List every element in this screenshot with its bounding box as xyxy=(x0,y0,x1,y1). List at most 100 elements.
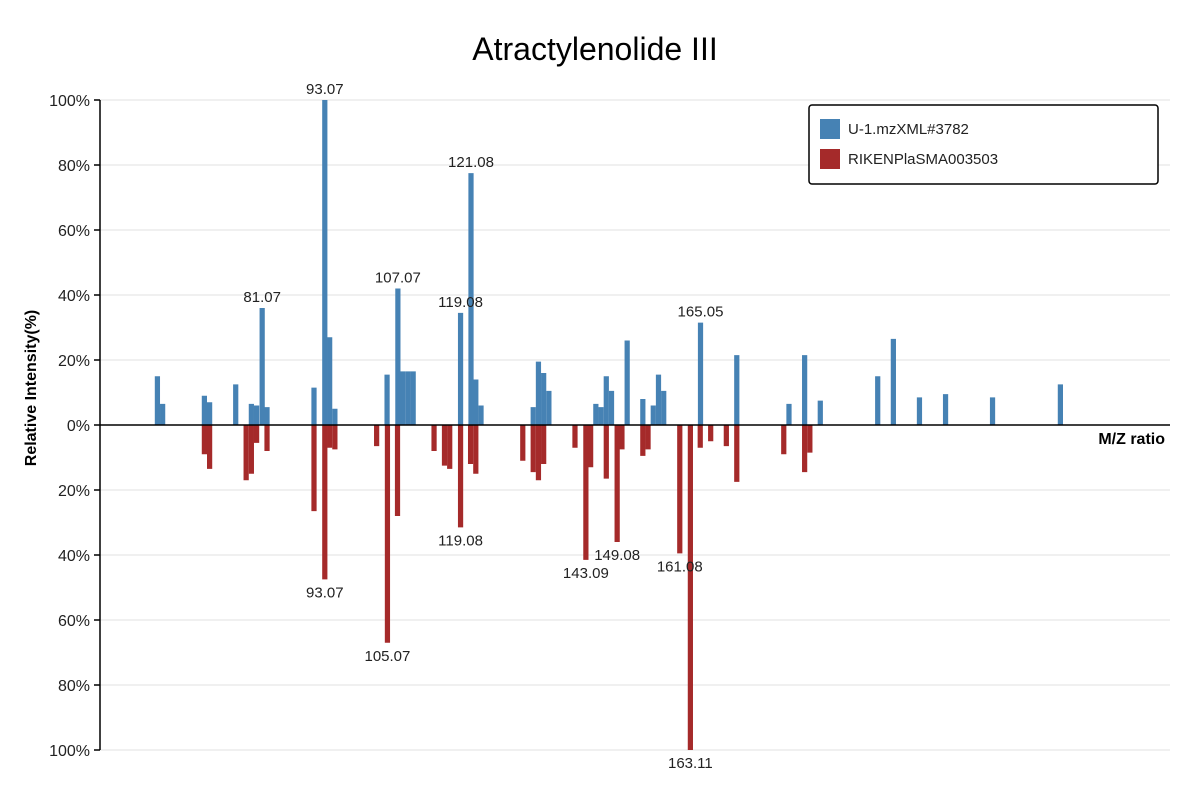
axes xyxy=(99,100,1170,750)
legend: U-1.mzXML#3782 RIKENPlaSMA003503 xyxy=(808,104,1159,185)
query-peak-label: 121.08 xyxy=(448,154,494,171)
reference-peak-bar xyxy=(708,425,714,442)
query-peak-bar xyxy=(332,408,338,425)
query-peak-bar xyxy=(655,374,662,426)
reference-peak-bar xyxy=(640,425,646,456)
reference-peak-bar xyxy=(384,425,391,643)
reference-peak-bar xyxy=(253,425,260,443)
chart-title: Atractylenolide III xyxy=(472,31,717,67)
query-peak-bar xyxy=(989,397,996,426)
query-peak-bar xyxy=(786,403,792,426)
reference-peak-label: 163.11 xyxy=(668,755,713,772)
reference-peak-bar xyxy=(535,425,542,481)
reference-peak-bar xyxy=(614,425,620,542)
reference-peak-label: 93.07 xyxy=(306,584,344,601)
reference-peak-bar xyxy=(322,425,328,580)
query-peak-bar xyxy=(322,100,328,425)
query-peak-bar xyxy=(1057,384,1063,426)
reference-peak-bar xyxy=(619,425,625,450)
y-tick-label: 20% xyxy=(58,483,90,500)
grid-lines xyxy=(100,99,1170,751)
query-peak-label: 119.08 xyxy=(438,294,483,311)
query-peak-bar xyxy=(259,308,265,425)
reference-peak-label: 143.09 xyxy=(563,565,609,582)
query-peak-bar xyxy=(384,374,390,426)
y-axis-title: Relative Intensity(%) xyxy=(23,310,40,466)
query-peak-bar xyxy=(530,407,536,426)
query-peak-bar xyxy=(593,403,599,426)
query-peak-bar xyxy=(253,405,260,425)
query-peak-bar xyxy=(457,312,464,425)
query-peak-bar xyxy=(541,373,547,425)
query-peak-bar xyxy=(661,390,667,426)
query-peak-bar xyxy=(410,371,416,426)
reference-peak-bar xyxy=(457,425,464,528)
reference-peak-bar xyxy=(473,425,479,474)
reference-peak-bar xyxy=(541,425,547,464)
reference-peak-bar xyxy=(248,425,254,474)
reference-peak-bar xyxy=(441,425,448,466)
reference-peak-label: 149.08 xyxy=(594,547,640,564)
query-peak-bar xyxy=(535,361,542,426)
reference-peak-bar xyxy=(807,425,813,453)
y-tick-label: 60% xyxy=(58,223,90,240)
x-axis-title: M/Z ratio xyxy=(1098,431,1165,448)
reference-peak-bar xyxy=(467,425,474,464)
query-peak-bar xyxy=(875,376,881,425)
y-tick-labels: 100% 80% 60% 40% 20% 0% 20% 40% 60% 80% 100% xyxy=(49,93,100,760)
query-peak-bar xyxy=(478,405,484,425)
query-peak-bar xyxy=(598,407,604,426)
reference-peak-bar xyxy=(687,425,693,750)
legend-swatch-query xyxy=(820,119,840,139)
reference-peak-bar xyxy=(583,425,589,560)
reference-peak-bar xyxy=(394,425,401,516)
reference-peak-bar xyxy=(374,425,380,447)
legend-box xyxy=(808,104,1159,185)
y-tick-label: 40% xyxy=(58,288,90,305)
y-tick-label: 80% xyxy=(58,158,90,175)
reference-peak-bar xyxy=(431,425,437,451)
reference-peak-label: 105.07 xyxy=(364,648,410,665)
query-peak-bar xyxy=(473,379,479,425)
query-peak-label: 107.07 xyxy=(375,270,421,287)
reference-peak-bar xyxy=(327,425,333,448)
legend-label-reference: RIKENPlaSMA003503 xyxy=(848,151,998,168)
query-peak-bar xyxy=(400,371,406,426)
query-peak-bar xyxy=(233,384,239,426)
query-peak-label: 165.05 xyxy=(678,304,724,321)
query-peak-bar xyxy=(650,405,656,425)
query-peak-bar xyxy=(817,400,823,426)
reference-peak-bar xyxy=(447,425,453,469)
query-peak-bar xyxy=(160,403,166,426)
reference-peak-bar xyxy=(734,425,740,482)
query-peak-bar xyxy=(264,407,270,426)
reference-peak-bar xyxy=(332,425,338,450)
y-tick-label: 40% xyxy=(58,548,90,565)
query-peak-bar xyxy=(154,376,161,425)
query-peak-bar xyxy=(890,338,896,426)
query-peak-bar xyxy=(207,402,213,425)
reference-peak-bar xyxy=(520,425,526,461)
reference-peak-bar xyxy=(802,425,808,473)
reference-peak-bar xyxy=(201,425,207,455)
legend-swatch-reference xyxy=(820,149,840,169)
query-peak-bar xyxy=(468,173,474,426)
query-peak-bar xyxy=(405,371,411,426)
y-tick-label: 60% xyxy=(58,613,90,630)
peak-labels: 81.07 93.07 107.07 119.08 121.08 165.05 93.07 1… xyxy=(243,81,723,772)
reference-peak-label: 161.08 xyxy=(657,558,703,575)
reference-peak-bar xyxy=(723,425,729,447)
query-peak-label: 93.07 xyxy=(306,81,344,98)
reference-peak-bar xyxy=(781,425,787,455)
query-peak-bar xyxy=(327,337,333,425)
legend-label-query: U-1.mzXML#3782 xyxy=(848,121,969,138)
reference-peak-bar xyxy=(645,425,651,450)
query-peak-bar xyxy=(697,322,704,426)
query-peak-bar xyxy=(734,355,740,426)
reference-peak-bar xyxy=(207,425,213,469)
reference-peak-bar xyxy=(697,425,703,448)
query-peak-bar xyxy=(640,399,646,425)
query-peak-label: 81.07 xyxy=(243,289,281,306)
query-peak-bar xyxy=(546,390,552,426)
